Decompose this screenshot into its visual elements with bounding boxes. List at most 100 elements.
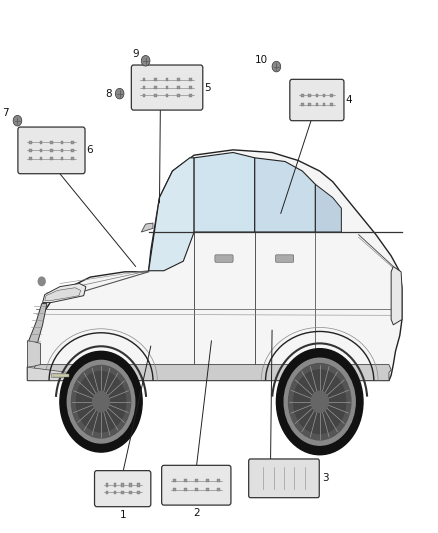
Polygon shape [141, 223, 153, 232]
Bar [189, 86, 191, 89]
Bar [71, 157, 74, 160]
Bar [143, 86, 145, 89]
Polygon shape [315, 184, 341, 232]
Bar [137, 483, 140, 487]
Bar [308, 103, 311, 106]
Bar [184, 488, 187, 491]
Circle shape [76, 372, 126, 432]
Polygon shape [51, 373, 71, 377]
Bar [40, 149, 42, 152]
Circle shape [276, 349, 363, 455]
Bar [173, 479, 176, 482]
Polygon shape [391, 266, 402, 325]
Bar [177, 86, 180, 89]
Text: 9: 9 [133, 50, 139, 59]
Text: 5: 5 [204, 83, 211, 93]
Polygon shape [194, 152, 255, 232]
Bar [330, 94, 333, 97]
Bar [154, 78, 157, 82]
Circle shape [93, 392, 109, 412]
FancyBboxPatch shape [95, 471, 151, 507]
Bar [40, 141, 42, 144]
Bar [71, 149, 74, 152]
Polygon shape [45, 288, 81, 301]
Polygon shape [29, 304, 47, 351]
Circle shape [289, 364, 351, 440]
Bar [106, 491, 108, 494]
Bar [29, 149, 32, 152]
Bar [166, 78, 168, 82]
FancyBboxPatch shape [215, 255, 233, 262]
Circle shape [71, 366, 131, 438]
Bar [50, 149, 53, 152]
Bar [60, 141, 63, 144]
Text: 3: 3 [322, 473, 328, 483]
Text: 8: 8 [105, 88, 112, 99]
Bar [143, 78, 145, 82]
Polygon shape [28, 150, 402, 381]
Text: 1: 1 [120, 510, 126, 520]
Bar [40, 157, 42, 160]
Bar [189, 94, 191, 97]
Bar [113, 491, 116, 494]
Bar [330, 103, 333, 106]
Bar [137, 491, 140, 494]
Circle shape [272, 61, 281, 72]
Bar [195, 488, 198, 491]
Bar [143, 94, 145, 97]
Bar [189, 78, 191, 82]
Polygon shape [53, 374, 69, 377]
Bar [217, 488, 220, 491]
Bar [323, 103, 325, 106]
Circle shape [60, 351, 142, 452]
Text: 10: 10 [254, 55, 268, 64]
Circle shape [67, 360, 135, 443]
Bar [154, 86, 157, 89]
Bar [129, 491, 132, 494]
Bar [60, 157, 63, 160]
Bar [177, 94, 180, 97]
Bar [301, 94, 304, 97]
Bar [60, 149, 63, 152]
Bar [195, 479, 198, 482]
Bar [308, 94, 311, 97]
FancyBboxPatch shape [18, 127, 85, 174]
Circle shape [115, 88, 124, 99]
Bar [129, 483, 132, 487]
Bar [184, 479, 187, 482]
Polygon shape [42, 284, 86, 303]
Text: 2: 2 [193, 508, 200, 518]
Bar [121, 483, 124, 487]
Bar [323, 94, 325, 97]
Bar [166, 94, 168, 97]
Circle shape [141, 55, 150, 66]
Bar [166, 86, 168, 89]
Bar [301, 103, 304, 106]
Bar [316, 94, 318, 97]
Bar [154, 94, 157, 97]
Bar [113, 483, 116, 487]
FancyBboxPatch shape [162, 465, 231, 505]
Polygon shape [255, 158, 315, 232]
Circle shape [294, 370, 346, 433]
Polygon shape [148, 158, 194, 271]
Bar [29, 157, 32, 160]
Circle shape [311, 391, 328, 413]
Text: 7: 7 [3, 108, 9, 118]
Circle shape [13, 115, 22, 126]
Polygon shape [28, 367, 90, 381]
Bar [177, 78, 180, 82]
Bar [173, 488, 176, 491]
Text: 6: 6 [86, 146, 93, 156]
FancyBboxPatch shape [249, 459, 319, 498]
Text: 4: 4 [345, 95, 352, 105]
FancyBboxPatch shape [290, 79, 344, 120]
Polygon shape [32, 365, 391, 381]
FancyBboxPatch shape [131, 65, 203, 110]
Bar [206, 479, 208, 482]
Bar [29, 141, 32, 144]
Polygon shape [28, 341, 40, 367]
Bar [121, 491, 124, 494]
Bar [50, 141, 53, 144]
FancyBboxPatch shape [276, 255, 294, 262]
